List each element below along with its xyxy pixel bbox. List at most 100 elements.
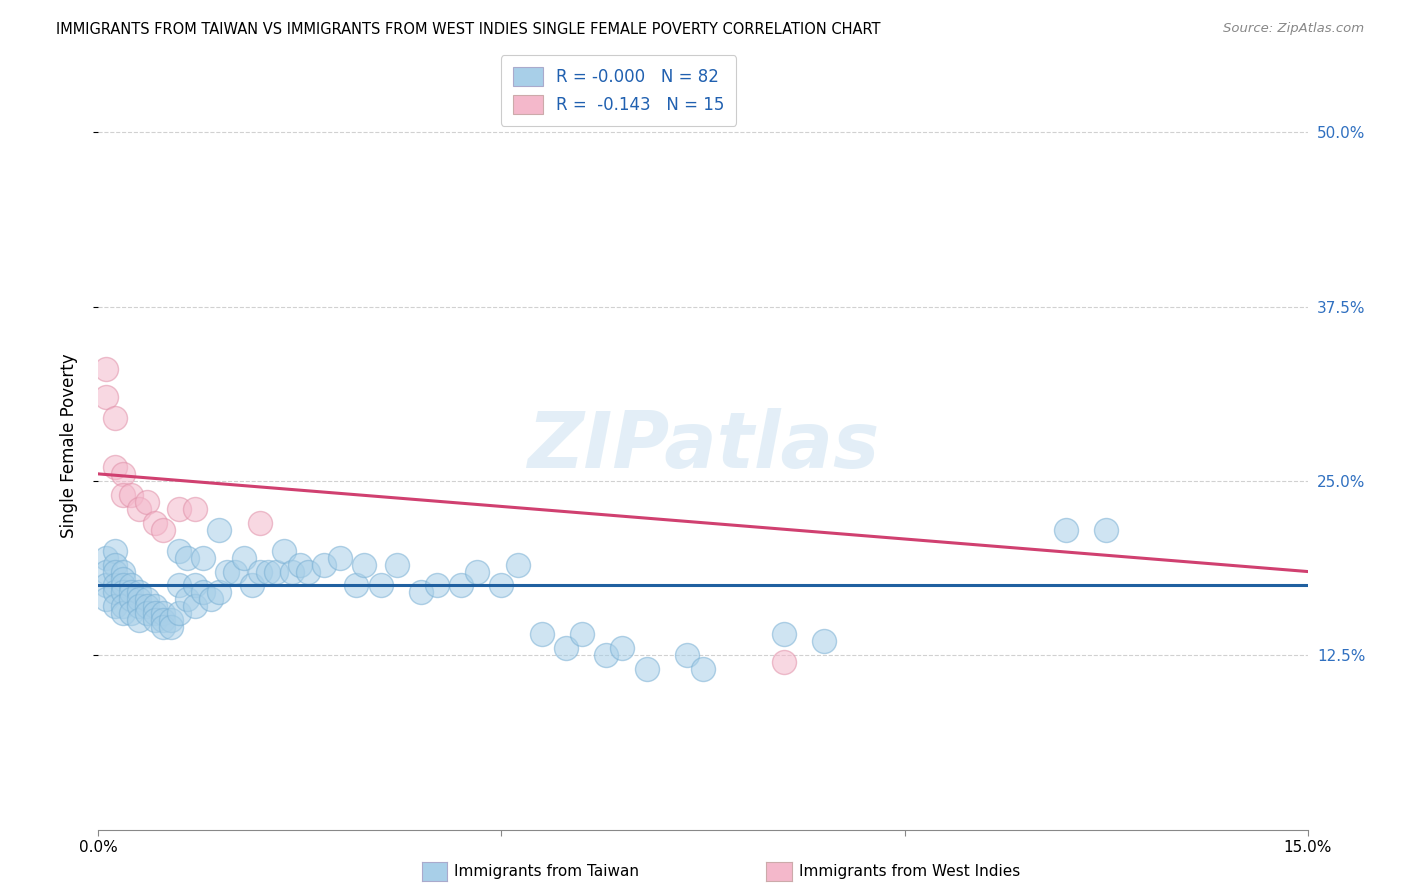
Point <box>143 613 166 627</box>
Point <box>135 495 157 509</box>
Point <box>120 585 142 599</box>
Point <box>1095 523 1118 537</box>
Point <box>103 543 125 558</box>
Point <box>571 627 593 641</box>
Point <box>506 558 529 572</box>
Text: Immigrants from West Indies: Immigrants from West Indies <box>799 864 1019 879</box>
Point <box>152 620 174 634</box>
Point <box>692 662 714 676</box>
Point <box>103 565 125 579</box>
Point <box>143 607 166 621</box>
Point <box>103 459 125 474</box>
Point <box>555 641 578 656</box>
Point <box>111 572 134 586</box>
Point <box>135 599 157 614</box>
Point <box>426 578 449 592</box>
Point <box>167 543 190 558</box>
Legend: R = -0.000   N = 82, R =  -0.143   N = 15: R = -0.000 N = 82, R = -0.143 N = 15 <box>501 55 735 126</box>
Point <box>111 578 134 592</box>
Point <box>256 565 278 579</box>
Point <box>344 578 367 592</box>
Point <box>193 550 215 565</box>
Point <box>135 592 157 607</box>
Point <box>167 501 190 516</box>
Point <box>96 550 118 565</box>
Point <box>96 362 118 376</box>
Point <box>240 578 263 592</box>
Point <box>111 585 134 599</box>
Point <box>676 648 699 663</box>
Point <box>193 585 215 599</box>
Point <box>329 550 352 565</box>
Point <box>152 613 174 627</box>
Point <box>264 565 287 579</box>
Point <box>208 585 231 599</box>
Point <box>135 607 157 621</box>
Point <box>281 565 304 579</box>
Point <box>1054 523 1077 537</box>
Point <box>208 523 231 537</box>
Point <box>530 627 553 641</box>
Point <box>103 578 125 592</box>
Point <box>120 592 142 607</box>
Point <box>103 411 125 425</box>
Point <box>111 607 134 621</box>
Point <box>111 467 134 481</box>
Point <box>385 558 408 572</box>
Point <box>288 558 311 572</box>
Point <box>111 488 134 502</box>
Point <box>772 627 794 641</box>
Point <box>232 550 254 565</box>
Point <box>111 599 134 614</box>
Point <box>160 613 183 627</box>
Point <box>450 578 472 592</box>
Point <box>96 390 118 404</box>
Point <box>128 585 150 599</box>
Point <box>103 585 125 599</box>
Point <box>813 634 835 648</box>
Text: Immigrants from Taiwan: Immigrants from Taiwan <box>454 864 640 879</box>
Point <box>249 565 271 579</box>
Point <box>200 592 222 607</box>
Text: IMMIGRANTS FROM TAIWAN VS IMMIGRANTS FROM WEST INDIES SINGLE FEMALE POVERTY CORR: IMMIGRANTS FROM TAIWAN VS IMMIGRANTS FRO… <box>56 22 880 37</box>
Point <box>184 578 207 592</box>
Text: Source: ZipAtlas.com: Source: ZipAtlas.com <box>1223 22 1364 36</box>
Point <box>96 578 118 592</box>
Point <box>353 558 375 572</box>
Point <box>143 599 166 614</box>
Point <box>176 592 198 607</box>
Point <box>143 516 166 530</box>
Point <box>184 501 207 516</box>
Point <box>167 578 190 592</box>
Point <box>103 558 125 572</box>
Point <box>120 488 142 502</box>
Point <box>128 613 150 627</box>
Point <box>152 523 174 537</box>
Point <box>184 599 207 614</box>
Point <box>217 565 239 579</box>
Point <box>273 543 295 558</box>
Point <box>314 558 336 572</box>
Point <box>111 565 134 579</box>
Point <box>409 585 432 599</box>
Point <box>224 565 246 579</box>
Point <box>176 550 198 565</box>
Point <box>128 599 150 614</box>
Point <box>160 620 183 634</box>
Point <box>128 592 150 607</box>
Text: ZIPatlas: ZIPatlas <box>527 408 879 484</box>
Point <box>96 565 118 579</box>
Point <box>152 607 174 621</box>
Point <box>297 565 319 579</box>
Point <box>120 607 142 621</box>
Point <box>128 501 150 516</box>
Point <box>491 578 513 592</box>
Y-axis label: Single Female Poverty: Single Female Poverty <box>59 354 77 538</box>
Point <box>370 578 392 592</box>
Point <box>595 648 617 663</box>
Point <box>636 662 658 676</box>
Point <box>772 655 794 669</box>
Point <box>465 565 488 579</box>
Point <box>612 641 634 656</box>
Point <box>103 599 125 614</box>
